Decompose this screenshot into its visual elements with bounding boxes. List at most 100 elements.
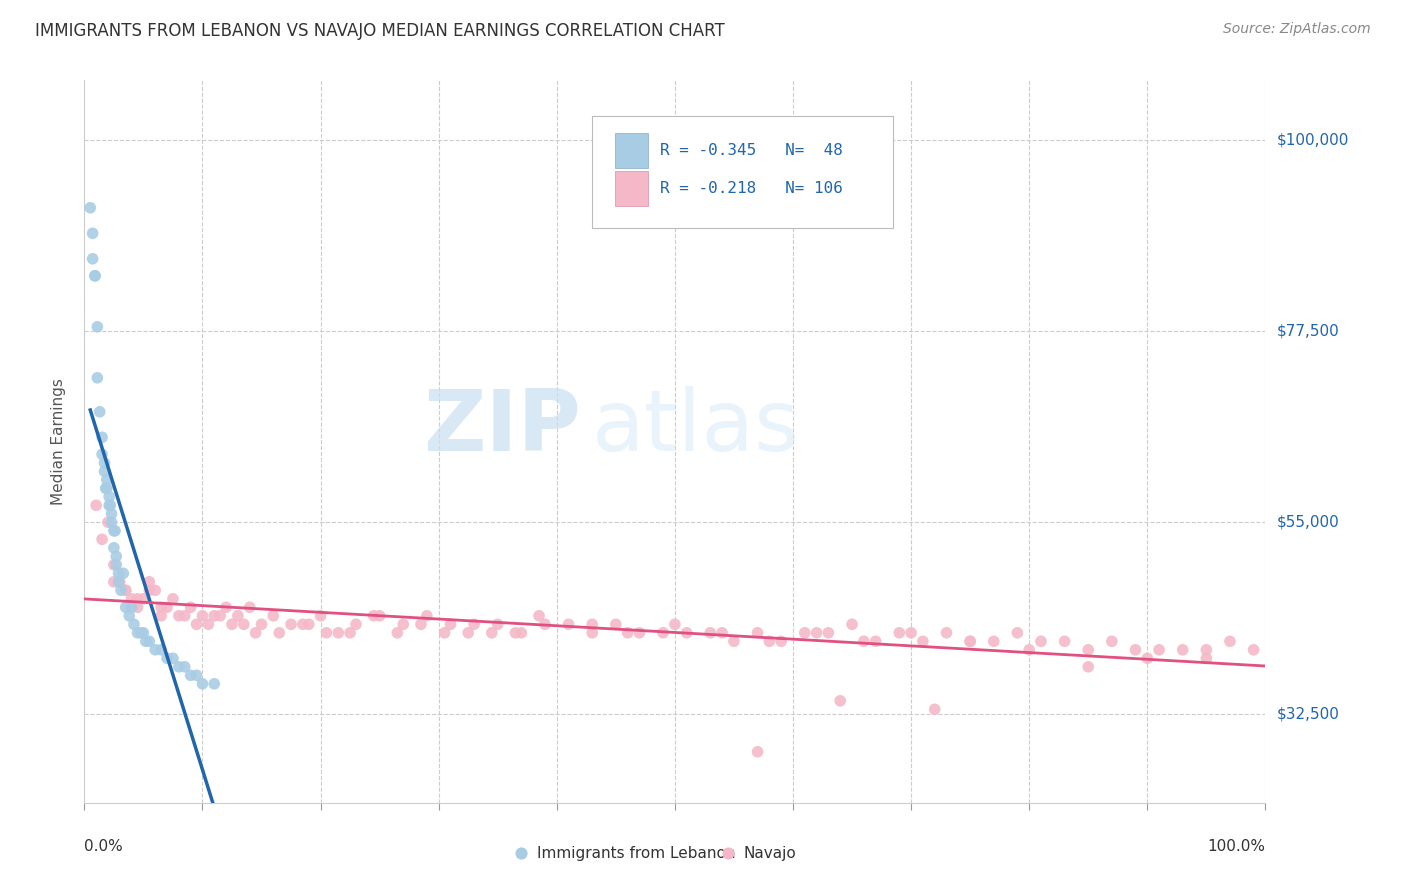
Point [173,608,195,623]
Point [105,549,128,564]
Point [143,583,166,598]
Point [1243,642,1265,657]
Point [439,617,461,632]
Point [197,617,219,632]
Point [127,591,149,606]
Point [143,642,166,657]
Point [1136,651,1159,665]
Point [96,473,118,487]
Point [107,566,129,581]
Point [409,617,432,632]
Point [527,608,550,623]
Point [138,583,160,598]
Point [817,625,839,640]
Point [167,660,190,674]
Point [121,591,143,606]
Point [114,583,136,598]
Point [100,507,122,521]
Point [505,625,527,640]
FancyBboxPatch shape [592,117,893,228]
Point [91,430,114,444]
Point [121,600,143,615]
Point [186,668,208,682]
Point [96,481,118,495]
Text: Navajo: Navajo [744,846,796,861]
Point [132,625,155,640]
Point [262,608,284,623]
Point [103,524,125,538]
Point [226,608,249,623]
Point [97,516,120,530]
Point [1101,634,1123,648]
Point [605,617,627,632]
Point [209,608,232,623]
Point [1077,642,1099,657]
Point [245,625,267,640]
Text: $55,000: $55,000 [1277,515,1340,530]
Point [344,617,367,632]
Point [156,651,179,665]
Point [94,481,117,495]
Point [180,668,202,682]
Point [150,642,173,657]
Point [129,625,152,640]
Point [82,227,104,241]
Point [830,694,852,708]
Point [959,634,981,648]
Point [664,617,686,632]
Point [107,574,129,589]
Text: Immigrants from Lebanon: Immigrants from Lebanon [537,846,735,861]
Point [215,600,238,615]
Point [91,533,114,547]
Point [127,625,149,640]
Point [1053,634,1076,648]
Point [202,677,225,691]
Point [481,625,503,640]
Point [103,558,125,572]
Point [368,608,391,623]
Point [770,634,793,648]
Point [457,625,479,640]
FancyBboxPatch shape [614,133,648,168]
Point [79,201,101,215]
Point [652,625,675,640]
Point [103,574,125,589]
Point [84,268,107,283]
Point [510,625,533,640]
Point [114,583,136,598]
Point [180,600,202,615]
Point [747,625,769,640]
Point [900,625,922,640]
Point [108,574,131,589]
Point [280,617,302,632]
Point [98,498,121,512]
Y-axis label: Median Earnings: Median Earnings [51,378,66,505]
Point [84,498,107,512]
Point [167,608,190,623]
Point [889,625,911,640]
Point [675,625,697,640]
Point [138,574,160,589]
Point [416,608,439,623]
Point [1007,625,1029,640]
Point [315,625,337,640]
Point [162,651,184,665]
Text: $32,500: $32,500 [1277,706,1340,721]
Point [93,456,115,470]
Point [387,625,409,640]
Point [581,617,603,632]
Point [865,634,887,648]
Point [793,625,815,640]
FancyBboxPatch shape [614,171,648,206]
Point [392,617,415,632]
Text: R = -0.218   N= 106: R = -0.218 N= 106 [659,181,842,196]
Text: Source: ZipAtlas.com: Source: ZipAtlas.com [1223,22,1371,37]
Point [486,617,509,632]
Point [127,600,149,615]
Point [711,625,734,640]
Point [1171,642,1194,657]
Point [1195,651,1218,665]
Point [150,608,173,623]
Point [150,600,173,615]
Text: 0.0%: 0.0% [84,838,124,854]
